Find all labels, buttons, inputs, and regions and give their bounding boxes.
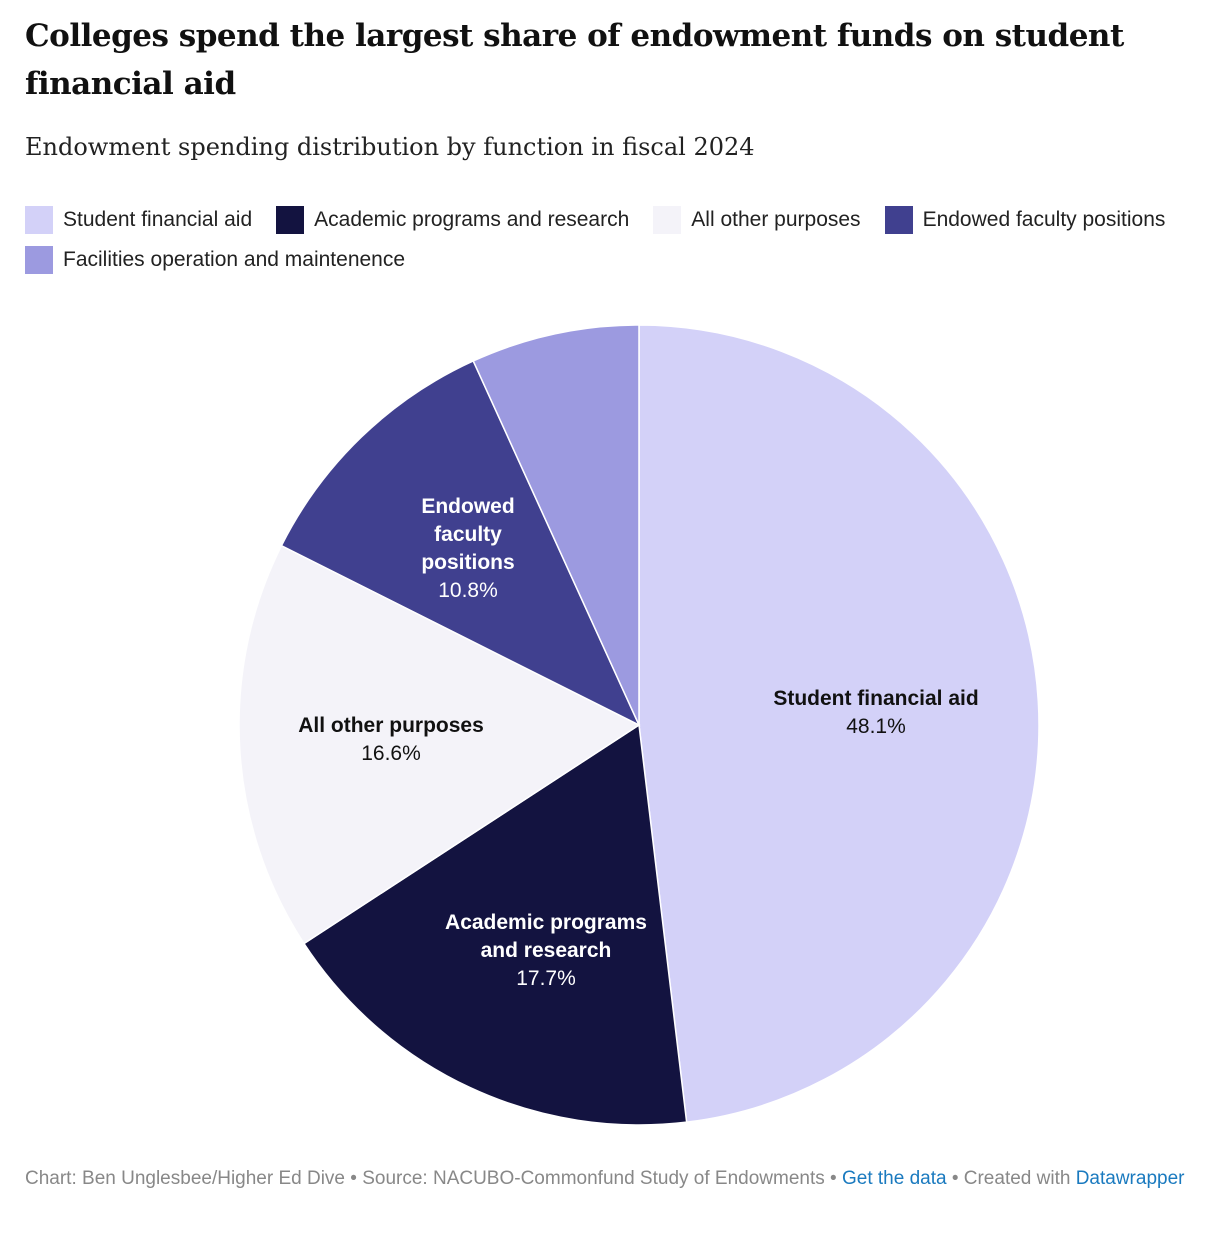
chart-subtitle: Endowment spending distribution by funct… [25, 133, 755, 161]
chart-footer: Chart: Ben Unglesbee/Higher Ed Dive • So… [25, 1166, 1215, 1191]
legend-label: Academic programs and research [314, 208, 630, 231]
slice-label-name: Endowed [421, 495, 514, 518]
slice-label: Endowed faculty positions 10.8% [421, 495, 514, 602]
chart-title: Colleges spend the largest share of endo… [25, 18, 1124, 102]
slice-label-name: faculty [434, 523, 502, 546]
footer-credit: Chart: Ben Unglesbee/Higher Ed Dive • So… [25, 1168, 842, 1189]
chart-legend: Student financial aid Academic programs a… [25, 204, 1205, 276]
datawrapper-link[interactable]: Datawrapper [1075, 1168, 1185, 1189]
pie-slice [238, 544, 641, 945]
pie-slice [638, 324, 1040, 1123]
legend-label: Endowed faculty positions [922, 208, 1166, 231]
legend-label: All other purposes [691, 208, 861, 231]
legend-item: Facilities operation and maintenence [25, 244, 405, 276]
legend-swatch [25, 246, 53, 274]
slice-label: All other purposes 16.6% [298, 714, 484, 765]
get-the-data-link[interactable]: Get the data [841, 1168, 947, 1189]
slice-label-value: 16.6% [361, 742, 421, 765]
pie-slice [280, 359, 641, 727]
slice-label-value: 17.7% [516, 967, 576, 990]
slice-label-value: 10.8% [438, 579, 498, 602]
legend-swatch [884, 206, 913, 234]
legend-label: Facilities operation and maintenence [63, 248, 406, 271]
legend-item: Endowed faculty positions [884, 204, 1166, 236]
slice-label-name: Student financial aid [773, 687, 978, 710]
slice-label-name: and research [481, 939, 612, 962]
pie-slice [472, 324, 640, 726]
slice-label: Academic programs and research 17.7% [445, 911, 647, 990]
pie-slice [302, 723, 688, 1126]
legend-item: Academic programs and research [276, 204, 629, 236]
slice-label: Student financial aid 48.1% [773, 687, 978, 738]
legend-item: All other purposes [653, 204, 861, 236]
legend-swatch [653, 206, 682, 234]
legend-label: Student financial aid [63, 208, 253, 231]
footer-created-with: • Created with [946, 1168, 1076, 1189]
slice-label-name: Academic programs [445, 911, 647, 934]
slice-label-name: All other purposes [298, 714, 484, 737]
legend-item: Student financial aid [25, 204, 252, 236]
slice-label-name: positions [421, 551, 514, 574]
legend-swatch [25, 206, 53, 234]
pie-chart: Student financial aid 48.1% Academic progr… [238, 324, 1040, 1126]
slice-label-value: 48.1% [846, 715, 906, 738]
legend-swatch [276, 206, 305, 234]
